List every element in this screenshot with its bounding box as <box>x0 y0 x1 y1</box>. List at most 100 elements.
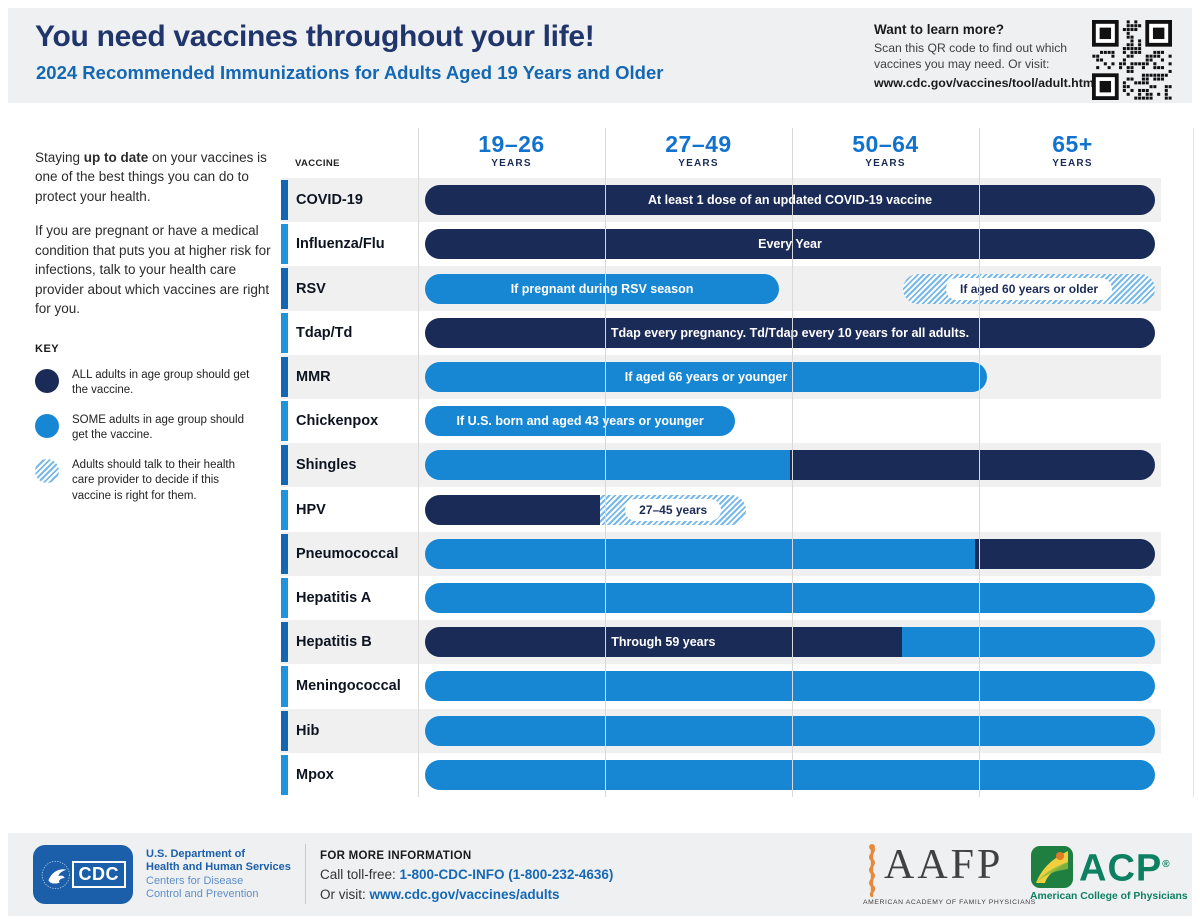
bar-segment-some <box>425 583 1155 614</box>
age-range-label: 19–26 <box>478 131 545 157</box>
bar-segment-all: At least 1 dose of an updated COVID-19 v… <box>425 185 1155 216</box>
header-band: You need vaccines throughout your life! … <box>8 8 1192 103</box>
acp-caption: American College of Physicians <box>1030 891 1188 902</box>
vaccine-row: Influenza/Flu Every Year <box>281 222 1161 267</box>
aafp-logo-text: AAFP <box>884 842 1004 888</box>
bar-area: If aged 66 years or younger <box>425 355 1155 399</box>
bar-segment-all: Every Year <box>425 229 1155 260</box>
vaccine-row: MMR If aged 66 years or younger <box>281 354 1161 400</box>
row-accent-bar <box>281 224 288 265</box>
learn-more-line1: Scan this QR code to find out which <box>874 41 1068 55</box>
age-column-header: 50–64 YEARS <box>792 131 979 169</box>
vaccine-name: Mpox <box>296 766 334 783</box>
footer-band: CDC U.S. Department of Health and Human … <box>8 833 1192 916</box>
bar-pill-label: 27–45 years <box>625 498 722 521</box>
aafp-caption: AMERICAN ACADEMY OF FAMILY PHYSICIANS <box>863 899 1036 906</box>
page-subtitle: 2024 Recommended Immunizations for Adult… <box>36 62 664 83</box>
bar-area: 27–45 years <box>425 488 1155 532</box>
phone-number: 1-800-CDC-INFO (1-800-232-4636) <box>399 867 614 882</box>
vaccine-name: Hib <box>296 722 320 739</box>
vaccine-name: RSV <box>296 280 326 297</box>
age-unit-label: YEARS <box>491 158 532 169</box>
sidebar: Staying up to date on your vaccines is o… <box>35 148 271 519</box>
age-column-header: 19–26 YEARS <box>418 131 605 169</box>
vaccine-row: Shingles <box>281 443 1161 488</box>
sidebar-intro-2: If you are pregnant or have a medical co… <box>35 223 271 317</box>
acp-logo-text: ACP® <box>1079 847 1171 890</box>
bar-area <box>425 576 1155 620</box>
bar-segment-all <box>425 494 601 525</box>
vaccine-row: HPV 27–45 years <box>281 487 1161 532</box>
age-unit-label: YEARS <box>678 158 719 169</box>
vaccine-row: Meningococcal <box>281 664 1161 709</box>
row-accent-bar <box>281 401 288 442</box>
vaccine-row: COVID-19 At least 1 dose of an updated CO… <box>281 178 1161 223</box>
row-accent-bar <box>281 577 288 619</box>
row-accent-bar <box>281 268 288 309</box>
row-accent-bar <box>281 180 288 221</box>
acp-emblem-icon <box>1031 846 1073 888</box>
aafp-logo: AAFP AMERICAN ACADEMY OF FAMILY PHYSICIA… <box>860 843 1036 906</box>
bar-segment-all: Through 59 years <box>425 627 902 658</box>
vaccine-row: Mpox <box>281 752 1161 797</box>
learn-more-url[interactable]: www.cdc.gov/vaccines/tool/adult.html <box>874 76 1098 91</box>
row-accent-bar <box>281 533 288 574</box>
bar-segment-some <box>901 627 1155 658</box>
bar-segment-all: Tdap every pregnancy. Td/Tdap every 10 y… <box>425 317 1155 348</box>
bar-pill-label: If aged 60 years or older <box>946 277 1113 300</box>
vaccines-url[interactable]: www.cdc.gov/vaccines/adults <box>369 887 560 902</box>
cdc-logo: CDC <box>33 845 133 904</box>
hhs-department-text: U.S. Department of Health and Human Serv… <box>146 848 291 901</box>
bar-area <box>425 753 1155 797</box>
more-info-heading: FOR MORE INFORMATION <box>320 850 472 862</box>
acp-logo: ACP® American College of Physicians <box>1030 845 1188 902</box>
vaccine-column-header: VACCINE <box>295 158 340 169</box>
bar-area <box>425 664 1155 708</box>
more-info-block: FOR MORE INFORMATION Call toll-free: 1-8… <box>320 850 613 902</box>
vaccine-name: Influenza/Flu <box>296 236 385 253</box>
row-accent-bar <box>281 445 288 486</box>
key-item-label: ALL adults in age group should get the v… <box>72 368 250 396</box>
age-range-label: 27–49 <box>665 131 732 157</box>
row-accent-bar <box>281 356 288 398</box>
bar-area: Every Year <box>425 222 1155 266</box>
key-swatch-all-icon <box>35 368 59 393</box>
cdc-logo-text: CDC <box>71 861 126 888</box>
bar-area <box>425 532 1155 576</box>
bar-segment-some: If aged 66 years or younger <box>425 361 988 392</box>
bar-segment-some <box>425 450 790 481</box>
vaccine-row: RSV If pregnant during RSV season If aged … <box>281 266 1161 311</box>
row-accent-bar <box>281 622 288 663</box>
vaccine-name: Pneumococcal <box>296 545 399 562</box>
vaccine-row: Tdap/Td Tdap every pregnancy. Td/Tdap eve… <box>281 310 1161 355</box>
vaccine-name: Chickenpox <box>296 413 379 430</box>
vaccine-row: Hib <box>281 708 1161 753</box>
age-column-header: 65+ YEARS <box>979 131 1166 169</box>
key-item: ALL adults in age group should get the v… <box>35 368 271 398</box>
key-heading: KEY <box>35 342 60 355</box>
bar-segment-all <box>974 538 1155 569</box>
age-unit-label: YEARS <box>865 158 906 169</box>
vaccine-row: Hepatitis A <box>281 575 1161 621</box>
visit-line: Or visit: www.cdc.gov/vaccines/adults <box>320 887 560 902</box>
bar-area: At least 1 dose of an updated COVID-19 v… <box>425 178 1155 222</box>
vaccine-chart: COVID-19 At least 1 dose of an updated CO… <box>281 178 1161 797</box>
key-item-label: Adults should talk to their health care … <box>72 459 236 502</box>
key-legend: ALL adults in age group should get the v… <box>35 368 271 504</box>
call-line: Call toll-free: 1-800-CDC-INFO (1-800-23… <box>320 867 614 882</box>
bar-segment-some <box>425 715 1155 746</box>
age-range-label: 50–64 <box>852 131 919 157</box>
bar-segment-some: If U.S. born and aged 43 years or younge… <box>425 406 736 437</box>
bar-area <box>425 709 1155 753</box>
age-column-header: 27–49 YEARS <box>605 131 792 169</box>
vaccine-name: Hepatitis B <box>296 634 372 651</box>
bar-segment-some <box>425 538 975 569</box>
vaccine-name: Meningococcal <box>296 678 401 695</box>
row-accent-bar <box>281 312 288 353</box>
bar-segment-talk: 27–45 years <box>600 494 747 525</box>
footer-divider <box>305 844 306 904</box>
age-unit-label: YEARS <box>1052 158 1093 169</box>
bar-segment-some <box>425 671 1155 702</box>
bar-segment-all <box>790 450 1155 481</box>
